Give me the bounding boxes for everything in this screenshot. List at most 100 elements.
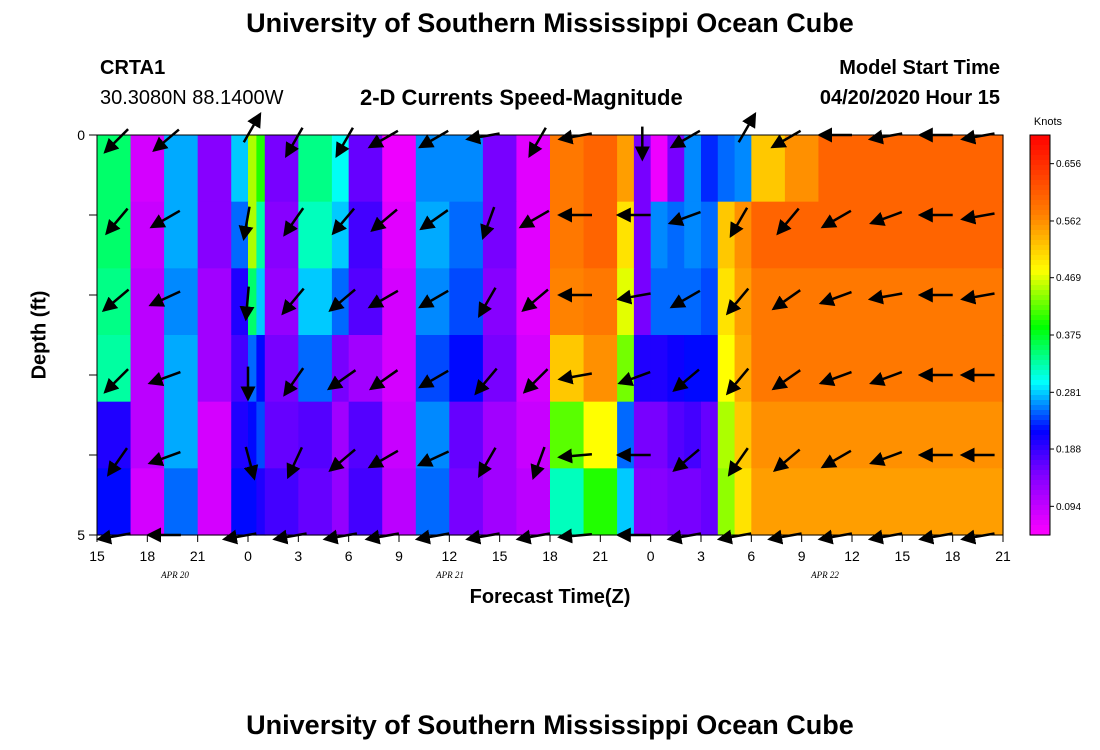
colorbar: Knots 0.656 0.562 0.469 0.375 0.281 0.188 0.094 <box>1029 116 1081 536</box>
colorbar-swatch <box>1030 485 1050 491</box>
current-vector <box>281 287 305 316</box>
current-vector <box>667 210 701 226</box>
current-vector <box>867 529 903 545</box>
colorbar-tick-label: 0.281 <box>1056 388 1081 399</box>
heatmap-cell <box>382 468 417 536</box>
heatmap-cell <box>751 268 1004 336</box>
heatmap-cell <box>701 468 719 536</box>
current-vector <box>465 529 500 545</box>
colorbar-unit: Knots <box>1034 116 1063 128</box>
heatmap-cell <box>583 268 618 336</box>
colorbar-swatch <box>1030 285 1050 291</box>
colorbar-swatch <box>1030 275 1050 281</box>
colorbar-tick-label: 0.469 <box>1056 273 1081 284</box>
heatmap-cell <box>717 201 736 269</box>
heatmap-cell <box>701 268 719 336</box>
x-tick-label: 9 <box>798 548 806 564</box>
colorbar-swatch <box>1030 475 1050 481</box>
heatmap-cell <box>164 468 199 536</box>
colorbar-swatch <box>1030 410 1050 416</box>
current-vector <box>367 449 399 469</box>
current-vector <box>103 368 129 394</box>
current-vector <box>285 127 304 158</box>
date-label: APR 21 <box>435 570 464 580</box>
current-vector <box>283 207 305 237</box>
colorbar-swatch <box>1030 405 1050 411</box>
current-vector <box>286 446 304 480</box>
colorbar-swatch <box>1030 385 1050 391</box>
heatmap-cell <box>684 268 702 336</box>
colorbar-swatch <box>1030 525 1050 531</box>
heatmap-cell <box>516 335 551 403</box>
heatmap-cell <box>197 401 232 469</box>
current-vector <box>465 129 500 145</box>
heatmap-cell <box>348 401 383 469</box>
current-vector <box>243 446 259 481</box>
current-vector <box>818 290 852 306</box>
colorbar-swatch <box>1030 450 1050 456</box>
heatmap-cell <box>415 135 450 203</box>
current-vector <box>767 529 802 545</box>
current-vector <box>418 129 449 149</box>
colorbar-swatch <box>1030 215 1050 221</box>
colorbar-swatch <box>1030 175 1050 181</box>
heatmap-cell <box>633 268 652 336</box>
model-start-value: 04/20/2020 Hour 15 <box>819 87 1000 109</box>
colorbar-swatch <box>1030 495 1050 501</box>
colorbar-swatch <box>1030 440 1050 446</box>
heatmap-cell <box>164 135 199 203</box>
y-tick-label: 5 <box>77 527 85 543</box>
current-vector <box>335 127 354 158</box>
heatmap-cell <box>415 468 450 536</box>
heatmap-cell <box>617 268 635 336</box>
current-vector <box>416 450 450 467</box>
colorbar-swatch <box>1030 510 1050 516</box>
x-tick-label: 12 <box>442 548 458 564</box>
colorbar-tick-label: 0.375 <box>1056 331 1081 342</box>
heatmap-cell <box>382 201 417 269</box>
heatmap-cell <box>516 135 551 203</box>
colorbar-swatch <box>1030 310 1050 316</box>
heatmap-cell <box>231 135 249 203</box>
current-vector <box>669 289 701 309</box>
heatmap-cell <box>650 135 669 203</box>
heatmap-cell <box>650 268 669 336</box>
heatmap-cell <box>633 335 652 403</box>
colorbar-swatch <box>1030 360 1050 366</box>
heatmap-cell <box>231 335 249 403</box>
heatmap-cell <box>449 135 484 203</box>
current-vector <box>272 529 307 545</box>
current-vector <box>960 289 995 305</box>
heatmap-cell <box>97 468 132 536</box>
x-tick-label: 9 <box>395 548 403 564</box>
heatmap-cell <box>348 468 383 536</box>
heatmap-cell <box>197 201 232 269</box>
colorbar-swatch <box>1030 225 1050 231</box>
heatmap-cell <box>256 201 266 269</box>
colorbar-swatch <box>1030 460 1050 466</box>
colorbar-swatch <box>1030 345 1050 351</box>
heatmap-cell <box>550 135 585 203</box>
current-vector <box>522 368 549 394</box>
colorbar-swatch <box>1030 170 1050 176</box>
x-tick-label: 18 <box>140 548 156 564</box>
current-vector <box>106 447 129 477</box>
colorbar-swatch <box>1030 260 1050 266</box>
current-vector <box>418 289 449 309</box>
heatmap-cell <box>130 335 165 403</box>
heatmap-cell <box>684 201 702 269</box>
heatmap-cell <box>231 201 249 269</box>
x-tick-label: 21 <box>995 548 1011 564</box>
heatmap-cell <box>734 268 752 336</box>
x-tick-label: 0 <box>647 548 655 564</box>
station-coordinates: 30.3080N 88.1400W <box>100 87 284 109</box>
heatmap-cell <box>97 335 132 403</box>
heatmap-cell <box>264 401 299 469</box>
current-vector <box>283 367 305 397</box>
current-vector <box>518 209 550 229</box>
colorbar-swatch <box>1030 415 1050 421</box>
x-tick-label: 3 <box>294 548 302 564</box>
heatmap-cell <box>256 335 266 403</box>
colorbar-swatch <box>1030 390 1050 396</box>
